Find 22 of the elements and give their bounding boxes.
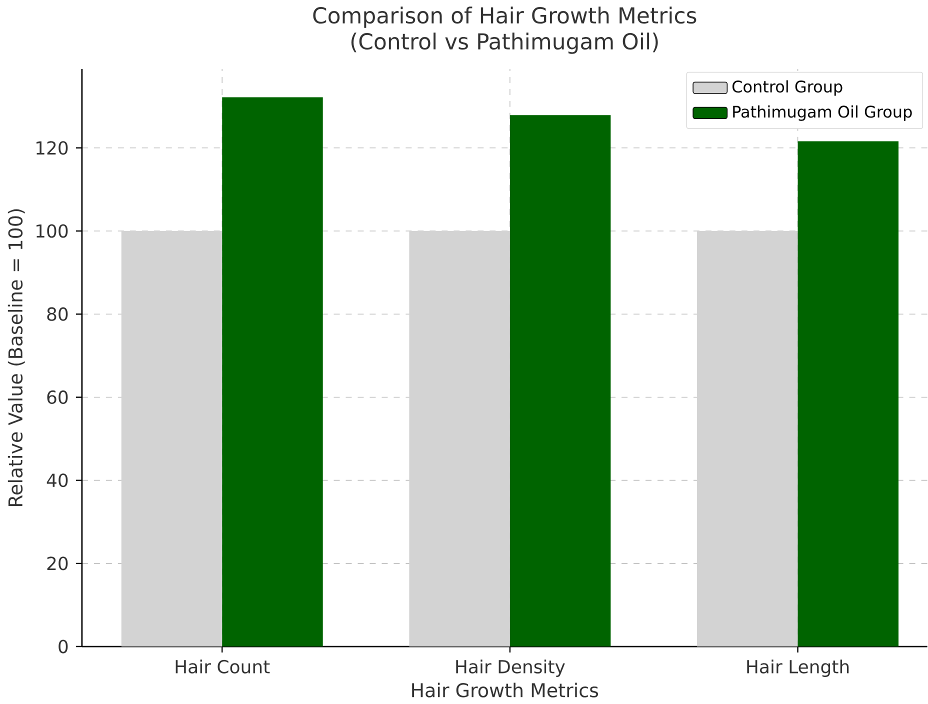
bar	[409, 230, 510, 646]
y-tick-label: 20	[47, 556, 68, 570]
y-tick-label: 40	[46, 473, 68, 488]
x-tick-label: Hair Count	[176, 660, 270, 674]
y-tick-label: 0	[58, 640, 68, 654]
y-tick-label: 80	[47, 307, 68, 321]
legend-label: Control Group	[732, 80, 842, 96]
chart-title: Comparison of Hair Growth Metrics	[313, 6, 696, 28]
y-tick-label: 100	[36, 224, 68, 238]
bar	[697, 230, 798, 646]
x-tick-label: Hair Density	[456, 660, 565, 677]
y-axis-title: Relative Value (Baseline = 100)	[8, 209, 25, 506]
bar	[222, 97, 323, 646]
x-axis-title: Hair Growth Metrics	[412, 682, 598, 698]
legend-label: Pathimugam Oil Group	[733, 105, 912, 121]
bar	[121, 230, 222, 646]
y-tick-label: 120	[36, 141, 68, 155]
y-tick-label: 60	[47, 390, 68, 404]
bar	[510, 115, 611, 646]
bar	[798, 141, 899, 646]
x-tick-label: Hair Length	[747, 660, 849, 677]
chart-subtitle: (Control vs Pathimugam Oil)	[351, 32, 658, 54]
